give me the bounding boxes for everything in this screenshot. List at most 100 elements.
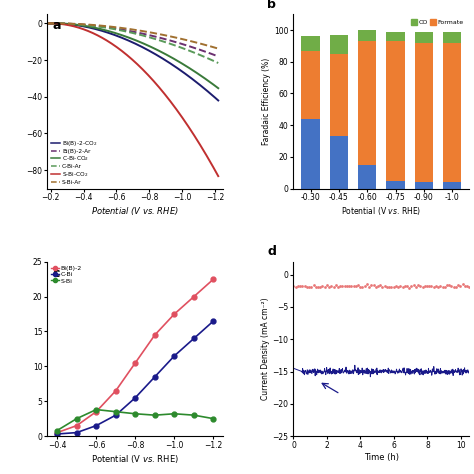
S-Bi [55, 428, 60, 433]
C-Bi [93, 423, 99, 428]
Point [365, 283, 373, 291]
Point [447, 282, 455, 290]
Point [434, 283, 442, 291]
Bi(B)-2-CO$_2$ [215, 98, 221, 103]
Point [461, 282, 469, 290]
Bar [386, 32, 405, 41]
Point [338, 282, 346, 290]
Line: C-Bi: C-Bi [55, 319, 216, 437]
C-Bi-CO$_2$ [168, 54, 173, 60]
Point [419, 283, 426, 291]
Bi(B)-2 [74, 423, 80, 428]
Point [310, 281, 317, 289]
Bi(B)-2 [55, 430, 60, 436]
Bi(B)-2 [93, 409, 99, 415]
Line: Bi(B)-2-CO$_2$: Bi(B)-2-CO$_2$ [47, 23, 218, 100]
Point [308, 283, 315, 291]
Point [350, 283, 357, 290]
Point [323, 282, 331, 289]
S-Bi-CO$_2$ [112, 43, 118, 49]
S-Bi [74, 416, 80, 421]
Bar [386, 181, 405, 189]
Text: b: b [267, 0, 276, 11]
Legend: CO, Formate: CO, Formate [409, 18, 466, 27]
X-axis label: Potential (V $\it{vs}$. RHE): Potential (V $\it{vs}$. RHE) [91, 453, 179, 465]
C-Bi [113, 412, 118, 418]
Point [352, 282, 360, 289]
Point [314, 283, 322, 291]
Point [417, 282, 424, 290]
Point [412, 283, 419, 291]
Bi(B)-2-Ar [169, 38, 174, 44]
Point [430, 283, 438, 291]
Line: S-Bi-Ar: S-Bi-Ar [47, 23, 218, 49]
Point [325, 283, 333, 291]
Bar [415, 32, 433, 43]
Bar [386, 41, 405, 181]
Point [330, 283, 337, 291]
C-Bi-Ar [215, 60, 221, 66]
Point [392, 283, 400, 290]
C-Bi [210, 318, 216, 324]
Bar [443, 182, 461, 189]
Point [346, 283, 353, 290]
Point [401, 282, 409, 290]
C-Bi-Ar [169, 41, 174, 47]
Line: Bi(B)-2: Bi(B)-2 [55, 277, 216, 435]
C-Bi [172, 353, 177, 359]
S-Bi [152, 412, 158, 418]
Point [292, 283, 300, 291]
Point [332, 281, 339, 288]
Bi(B)-2-CO$_2$ [169, 62, 174, 67]
Point [301, 283, 309, 290]
Point [359, 283, 366, 291]
Point [385, 283, 393, 291]
S-Bi [93, 407, 99, 412]
Point [341, 282, 348, 290]
S-Bi [113, 409, 118, 415]
Bi(B)-2 [113, 388, 118, 393]
C-Bi-CO$_2$ [112, 30, 118, 36]
C-Bi [132, 395, 138, 401]
Bar [330, 54, 348, 136]
Bi(B)-2 [172, 311, 177, 317]
S-Bi-Ar [45, 20, 50, 26]
Bi(B)-2-CO$_2$ [65, 21, 71, 27]
Point [303, 283, 310, 291]
Bar [415, 43, 433, 182]
C-Bi-CO$_2$ [65, 21, 71, 27]
Point [347, 283, 355, 290]
S-Bi [191, 412, 197, 418]
S-Bi-Ar [152, 30, 158, 36]
Bi(B)-2-Ar [112, 26, 118, 31]
Y-axis label: Current Density (mA cm⁻²): Current Density (mA cm⁻²) [261, 298, 270, 400]
Point [294, 283, 302, 290]
Point [455, 282, 462, 289]
S-Bi-CO$_2$ [100, 36, 106, 41]
Point [446, 282, 453, 289]
Point [405, 284, 413, 292]
Bi(B)-2 [152, 332, 158, 338]
S-Bi [210, 416, 216, 421]
Bar [443, 32, 461, 43]
Bar [330, 136, 348, 189]
Point [312, 283, 319, 291]
S-Bi-CO$_2$ [65, 22, 71, 28]
Point [354, 281, 362, 288]
Point [432, 283, 440, 290]
Point [328, 283, 335, 290]
Point [421, 283, 428, 290]
C-Bi-CO$_2$ [152, 46, 158, 52]
Bi(B)-2-CO$_2$ [100, 28, 106, 34]
S-Bi-Ar [215, 46, 221, 52]
Bi(B)-2-Ar [45, 20, 50, 26]
X-axis label: Potential (V $\it{vs}$. RHE): Potential (V $\it{vs}$. RHE) [341, 205, 421, 217]
Point [356, 283, 364, 291]
Point [423, 282, 431, 290]
Point [394, 283, 402, 291]
Point [441, 283, 448, 291]
C-Bi-CO$_2$ [45, 20, 50, 26]
S-Bi-Ar [100, 23, 106, 28]
Legend: Bi(B)-2-CO$_2$, Bi(B)-2-Ar, C-Bi-CO$_2$, C-Bi-Ar, S-Bi-CO$_2$, S-Bi-Ar: Bi(B)-2-CO$_2$, Bi(B)-2-Ar, C-Bi-CO$_2$,… [50, 138, 98, 186]
Point [363, 281, 371, 288]
